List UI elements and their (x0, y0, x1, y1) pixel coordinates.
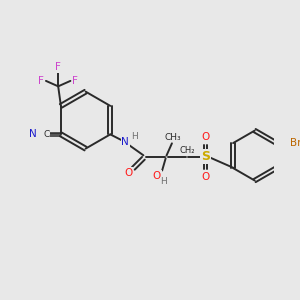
Text: O: O (201, 132, 209, 142)
Text: O: O (124, 168, 133, 178)
Text: Br: Br (290, 138, 300, 148)
Text: O: O (201, 172, 209, 182)
Text: F: F (72, 76, 78, 86)
Text: N: N (29, 129, 37, 140)
Text: CH₂: CH₂ (179, 146, 195, 155)
Text: F: F (55, 62, 61, 72)
Text: N: N (121, 137, 129, 147)
Text: H: H (160, 177, 167, 186)
Text: C: C (43, 130, 50, 139)
Text: CH₃: CH₃ (165, 133, 181, 142)
Text: O: O (153, 171, 161, 181)
Text: S: S (201, 150, 210, 164)
Text: H: H (131, 131, 138, 140)
Text: F: F (38, 76, 44, 86)
